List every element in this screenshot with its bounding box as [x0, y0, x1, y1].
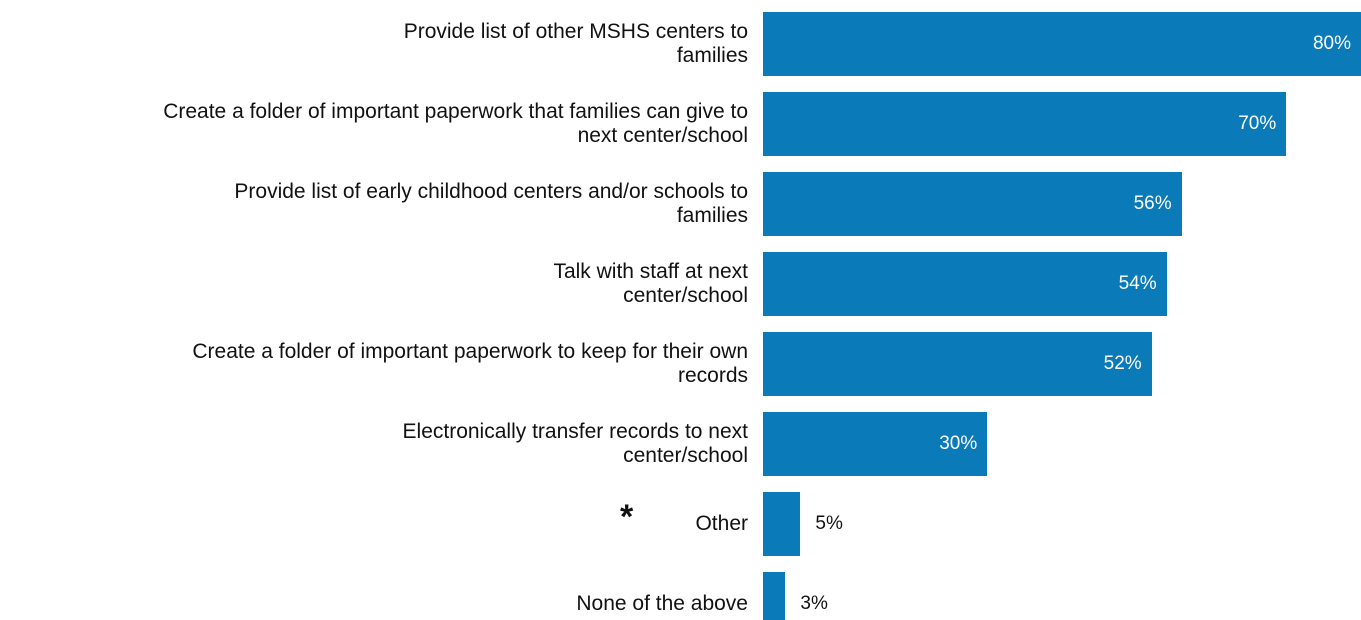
value-label: 80% [1312, 33, 1351, 54]
value-label: 56% [1133, 193, 1172, 214]
bar [763, 252, 1167, 316]
category-label: Electronically transfer records to next … [402, 420, 748, 467]
bar [763, 332, 1152, 396]
annotation: * [620, 498, 634, 536]
category-label: None of the above [576, 592, 748, 615]
category-label: Other [695, 512, 748, 535]
value-label: 30% [939, 433, 978, 454]
bar [763, 412, 988, 476]
bar [763, 12, 1361, 76]
bar [763, 92, 1287, 156]
bar [763, 572, 786, 620]
category-label: Provide list of other MSHS centers to fa… [403, 20, 748, 67]
value-label: 52% [1103, 353, 1142, 374]
value-label: 5% [815, 513, 843, 534]
category-label: Talk with staff at next center/school [553, 260, 748, 307]
value-label: 54% [1118, 273, 1157, 294]
bar [763, 492, 801, 556]
category-label: Provide list of early childhood centers … [234, 180, 748, 227]
value-label: 3% [800, 593, 828, 614]
category-label: Create a folder of important paperwork t… [163, 100, 748, 147]
category-label: Create a folder of important paperwork t… [192, 340, 748, 387]
value-label: 70% [1238, 113, 1277, 134]
bar [763, 172, 1182, 236]
